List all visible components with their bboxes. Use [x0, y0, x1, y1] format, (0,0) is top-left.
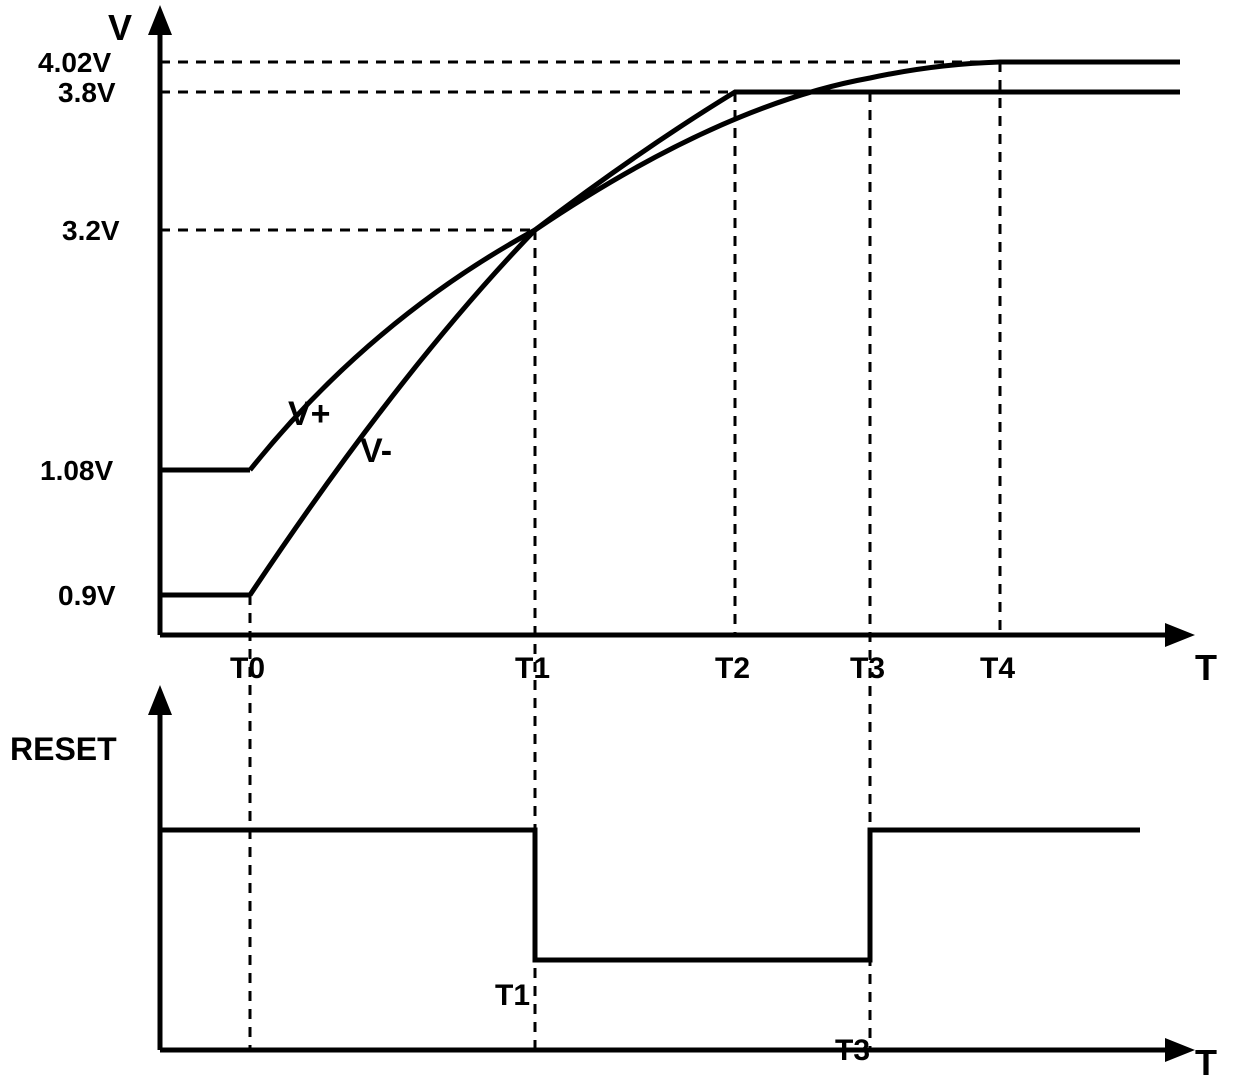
- bottom-xlabel-T3: T3: [835, 1034, 870, 1067]
- vplus-curve: [250, 92, 1180, 470]
- xlabel-T3: T3: [850, 652, 885, 685]
- xlabel-T1: T1: [515, 652, 550, 685]
- top-x-axis-arrow: [1165, 623, 1195, 647]
- xlabel-T4: T4: [980, 652, 1015, 685]
- xlabel-T0: T0: [230, 652, 265, 685]
- curve-label-vplus: V+: [288, 395, 331, 433]
- curve-label-vminus: V-: [360, 432, 392, 470]
- top-x-axis-label: T: [1195, 647, 1217, 688]
- ylabel-3.8V: 3.8V: [58, 77, 116, 108]
- xlabel-T2: T2: [715, 652, 750, 685]
- top-y-axis-label: V: [108, 7, 132, 48]
- bottom-y-axis-label: RESET: [10, 731, 117, 767]
- top-y-axis-arrow: [148, 5, 172, 35]
- ylabel-4.02V: 4.02V: [38, 47, 111, 78]
- timing-diagram: V T 4.02V 3.8V 3.2V 1.08V 0.9V T0 T1 T2 …: [0, 0, 1240, 1081]
- bottom-x-axis-arrow: [1165, 1038, 1195, 1062]
- ylabel-3.2V: 3.2V: [62, 215, 120, 246]
- bottom-x-axis-label: T: [1195, 1042, 1217, 1081]
- ylabel-0.9V: 0.9V: [58, 580, 116, 611]
- bottom-xlabel-T1: T1: [495, 979, 530, 1012]
- ylabel-1.08V: 1.08V: [40, 455, 113, 486]
- bottom-y-axis-arrow: [148, 685, 172, 715]
- reset-signal: [160, 830, 1140, 960]
